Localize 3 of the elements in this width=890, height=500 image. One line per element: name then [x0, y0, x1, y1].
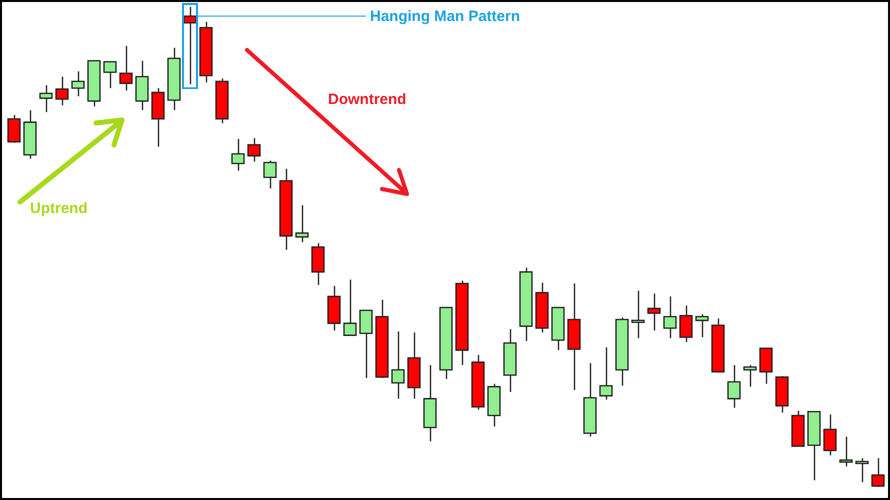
annotation: Uptrend — [30, 200, 88, 217]
annotation: Downtrend — [328, 91, 406, 108]
annotation: Hanging Man Pattern — [370, 8, 520, 25]
